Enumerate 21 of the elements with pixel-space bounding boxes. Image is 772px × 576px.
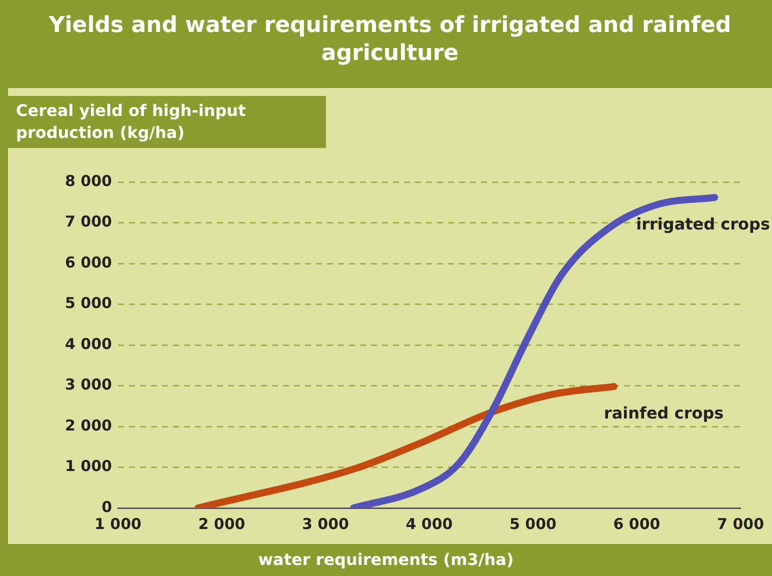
y-tick-label: 3 000 — [65, 376, 112, 394]
y-tick-label: 6 000 — [65, 253, 112, 272]
x-axis-title: water requirements (m3/ha) — [0, 544, 772, 576]
x-tick-label: 4 000 — [406, 514, 453, 533]
series-label: rainfed crops — [604, 404, 724, 423]
y-tick-label: 4 000 — [65, 334, 112, 353]
x-tick-label: 6 000 — [613, 514, 660, 533]
y-tick-label: 8 000 — [65, 172, 112, 190]
x-tick-label: 3 000 — [302, 514, 349, 533]
y-tick-label: 1 000 — [65, 457, 112, 476]
chart-title: Yields and water requirements of irrigated and rainfed agriculture — [8, 0, 772, 88]
series-label: irrigated crops — [636, 214, 770, 234]
y-tick-label: 0 — [102, 498, 112, 516]
y-tick-label: 2 000 — [65, 416, 112, 434]
y-tick-label: 7 000 — [65, 212, 112, 231]
y-tick-label: 5 000 — [65, 294, 112, 312]
x-tick-label: 5 000 — [510, 514, 556, 533]
y-axis-title: Cereal yield of high-input production (kg/ha) — [8, 96, 326, 148]
x-tick-label: 2 000 — [198, 514, 246, 533]
x-tick-label: 7 000 — [717, 514, 764, 533]
x-tick-label: 1 000 — [94, 514, 142, 533]
